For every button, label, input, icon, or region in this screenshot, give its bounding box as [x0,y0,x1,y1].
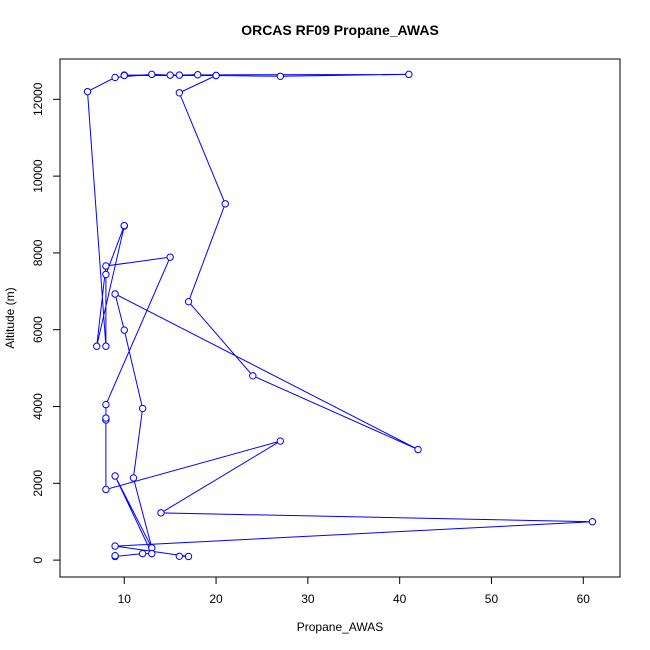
x-tick-label: 10 [118,592,132,606]
data-point [102,270,110,279]
data-point [111,73,119,82]
data-point [102,262,110,270]
data-point [111,472,119,480]
y-tick-label: 4000 [31,393,45,420]
data-point [148,70,156,79]
data-point [588,518,597,526]
data-point [249,372,257,380]
series-layer [83,70,597,561]
y-tick-label: 12000 [31,82,45,116]
data-point [157,509,165,517]
x-tick-label: 60 [577,592,591,606]
y-tick-label: 6000 [31,316,45,343]
data-point [102,400,110,409]
data-point [175,552,184,560]
data-point [102,485,110,494]
data-point [276,437,285,445]
data-point [83,87,92,96]
data-point [166,253,174,261]
y-tick-label: 0 [31,556,45,563]
data-point [166,71,174,79]
data-point [111,290,119,298]
data-point [120,221,128,230]
data-point [138,549,147,558]
data-point [129,474,138,482]
data-point [221,200,229,208]
y-tick-label: 10000 [31,159,45,193]
data-point [93,342,101,350]
x-tick-label: 20 [209,592,223,606]
data-point [212,71,220,80]
y-tick-label: 8000 [31,239,45,266]
x-axis-label: Propane_AWAS [297,620,384,634]
data-point [138,404,147,413]
data-point [120,71,128,80]
data-point [111,551,119,560]
x-tick-label: 30 [301,592,315,606]
data-point [120,326,128,334]
data-point [184,297,193,306]
x-tick-label: 50 [485,592,499,606]
data-point [194,71,202,79]
data-point [102,342,110,350]
data-point [175,89,184,97]
data-point [148,549,156,558]
data-point [184,552,193,561]
data-point [405,70,413,79]
chart-title: ORCAS RF09 Propane_AWAS [241,22,439,38]
data-point [111,542,119,550]
y-axis: 0 2000 4000 6000 8000 10000 12000 [31,82,61,563]
data-point [276,72,285,80]
x-axis: 10 20 30 40 50 60 [118,576,591,606]
data-point [175,71,184,79]
data-point [414,445,422,454]
y-tick-label: 2000 [31,470,45,497]
y-axis-label: Altitude (m) [3,287,17,348]
data-point [102,414,110,422]
x-tick-label: 40 [393,592,407,606]
